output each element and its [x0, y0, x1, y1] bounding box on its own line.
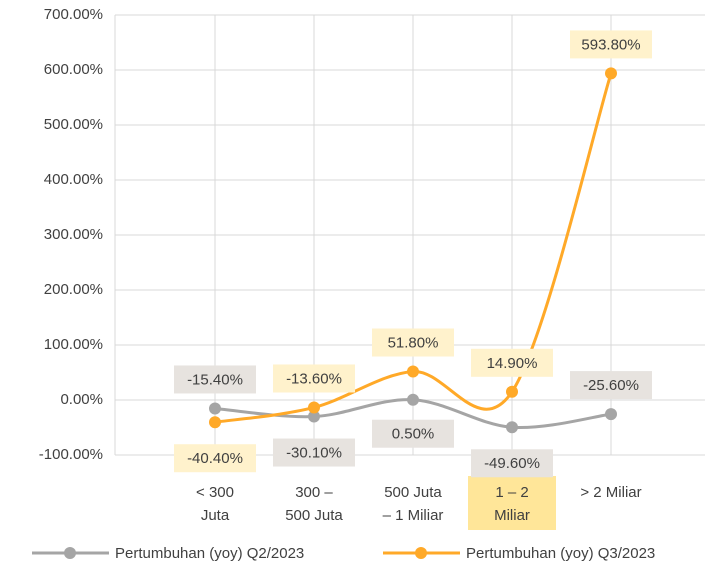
data-label-box	[273, 438, 355, 467]
x-tick-label: 500 Juta	[384, 484, 442, 501]
x-tick-label: 300 –	[295, 484, 333, 501]
data-label-box	[174, 444, 256, 473]
x-tick-label: Miliar	[494, 507, 530, 524]
legend-label: Pertumbuhan (yoy) Q3/2023	[466, 545, 655, 562]
data-label-box	[570, 371, 652, 400]
data-label: 593.80%	[581, 36, 640, 53]
legend-label: Pertumbuhan (yoy) Q2/2023	[115, 545, 304, 562]
y-tick-label: 200.00%	[44, 281, 103, 298]
y-tick-label: -100.00%	[39, 446, 103, 463]
data-label: -49.60%	[484, 455, 540, 472]
y-tick-label: 100.00%	[44, 336, 103, 353]
data-label: 14.90%	[487, 355, 538, 372]
category-highlight	[468, 476, 556, 530]
data-label: -25.60%	[583, 377, 639, 394]
data-point	[308, 410, 320, 423]
x-tick-label: < 300	[196, 484, 234, 501]
data-label-box	[372, 328, 454, 357]
y-tick-label: 600.00%	[44, 61, 103, 78]
data-label-box	[570, 30, 652, 59]
data-point	[605, 67, 617, 80]
x-tick-label: 1 – 2	[495, 484, 528, 501]
data-label: -30.10%	[286, 445, 342, 462]
data-label: -13.60%	[286, 370, 342, 387]
y-tick-label: 500.00%	[44, 116, 103, 133]
series-line	[214, 72, 613, 424]
data-point	[506, 385, 518, 398]
data-label: -40.40%	[187, 450, 243, 467]
data-point	[407, 393, 419, 406]
x-tick-label: – 1 Miliar	[383, 507, 444, 524]
legend-marker	[415, 547, 427, 559]
data-point	[308, 401, 320, 414]
y-tick-label: 400.00%	[44, 171, 103, 188]
legend-marker	[64, 547, 76, 559]
data-point	[407, 365, 419, 378]
data-label-box	[273, 364, 355, 393]
y-tick-label: 300.00%	[44, 226, 103, 243]
data-point	[506, 421, 518, 434]
y-tick-label: 700.00%	[44, 6, 103, 23]
data-label: -15.40%	[187, 371, 243, 388]
x-tick-label: Juta	[201, 507, 230, 524]
data-point	[209, 402, 221, 415]
data-label: 0.50%	[392, 426, 435, 443]
data-point	[209, 416, 221, 429]
data-label-box	[372, 419, 454, 448]
y-tick-label: 0.00%	[60, 391, 103, 408]
data-label-box	[471, 348, 553, 377]
data-label-box	[471, 449, 553, 478]
data-label-box	[174, 365, 256, 394]
data-label: 51.80%	[388, 334, 439, 351]
x-tick-label: > 2 Miliar	[580, 484, 641, 501]
x-tick-label: 500 Juta	[285, 507, 343, 524]
data-point	[605, 408, 617, 421]
